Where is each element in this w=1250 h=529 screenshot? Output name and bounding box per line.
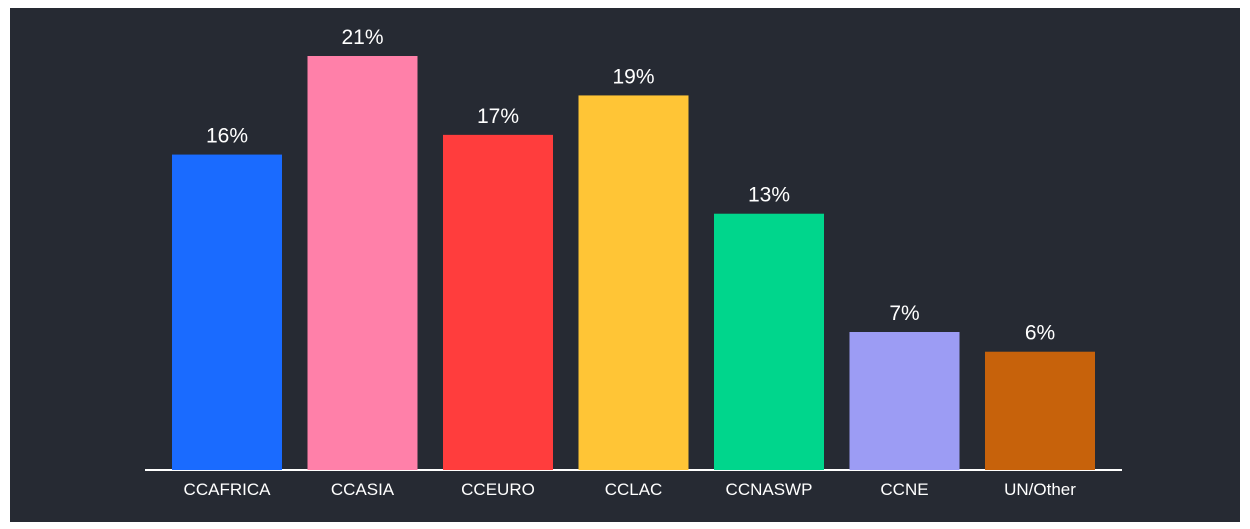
bar xyxy=(578,95,689,470)
bar xyxy=(443,134,553,470)
x-tick-label: CCNE xyxy=(880,480,928,499)
value-label: 17% xyxy=(477,105,519,128)
bar xyxy=(714,213,824,470)
x-tick-label: CCNASWP xyxy=(726,480,813,499)
bar xyxy=(307,56,418,470)
value-label: 16% xyxy=(206,125,248,148)
x-tick-label: CCASIA xyxy=(331,480,395,499)
bar xyxy=(849,332,960,470)
value-label: 21% xyxy=(341,26,383,49)
value-label: 6% xyxy=(1025,322,1055,345)
bar xyxy=(172,154,282,471)
value-label: 13% xyxy=(748,184,790,207)
bar xyxy=(985,351,1095,470)
x-tick-label: CCAFRICA xyxy=(184,480,272,499)
value-label: 7% xyxy=(889,302,919,325)
value-label: 19% xyxy=(612,65,654,88)
x-tick-label: CCEURO xyxy=(461,480,535,499)
x-tick-label: UN/Other xyxy=(1004,480,1076,499)
x-tick-label: CCLAC xyxy=(605,480,663,499)
